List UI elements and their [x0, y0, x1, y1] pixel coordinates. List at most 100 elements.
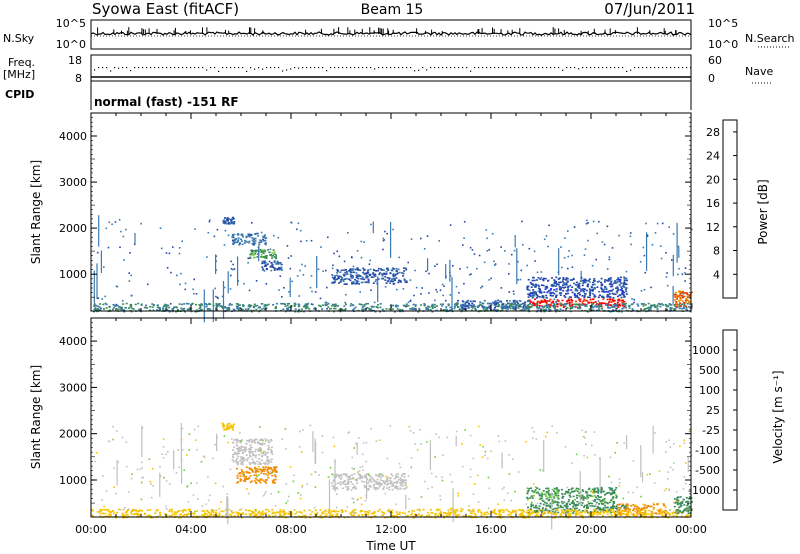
- power-cell: [271, 266, 274, 268]
- power-streak: [237, 256, 239, 286]
- velocity-cell: [141, 510, 144, 512]
- power-cell: [462, 244, 464, 246]
- velocity-cell: [245, 448, 248, 451]
- velocity-cell: [230, 510, 233, 512]
- power-cell: [474, 308, 477, 310]
- power-cell: [617, 289, 620, 291]
- velocity-cell: [591, 491, 594, 494]
- power-cell: [367, 279, 370, 282]
- power-cell: [227, 234, 230, 237]
- velocity-cell: [593, 431, 596, 433]
- power-cell: [493, 264, 496, 266]
- velocity-cell: [319, 509, 322, 511]
- power-cell: [567, 292, 569, 295]
- velocity-cell: [189, 508, 192, 511]
- power-cell: [365, 303, 367, 305]
- power-cell: [469, 246, 472, 249]
- velocity-cell: [682, 487, 685, 490]
- power-cell: [484, 307, 487, 309]
- y-tick-label: 2000: [59, 222, 87, 235]
- velocity-cell: [236, 463, 239, 466]
- power-cell: [306, 306, 309, 309]
- velocity-cell: [576, 513, 579, 515]
- power-cell: [400, 272, 403, 274]
- power-cell: [262, 236, 265, 238]
- power-cell: [515, 304, 518, 307]
- velocity-cell: [332, 479, 335, 481]
- power-cell: [674, 299, 677, 301]
- velocity-cell: [402, 473, 405, 475]
- velocity-cell: [602, 490, 605, 493]
- velocity-cell: [376, 482, 379, 485]
- power-cell: [224, 217, 226, 219]
- velocity-cell: [402, 487, 405, 490]
- velocity-cell: [565, 506, 568, 509]
- velocity-cell: [642, 503, 645, 506]
- power-cell: [131, 307, 134, 310]
- power-cell: [485, 229, 488, 231]
- velocity-cell: [234, 451, 236, 454]
- velocity-cell: [257, 448, 260, 451]
- velocity-cell: [325, 514, 328, 517]
- power-cell: [610, 280, 613, 283]
- velocity-cell: [400, 479, 402, 482]
- power-cell: [207, 308, 209, 311]
- power-cell: [517, 260, 519, 263]
- power-cell: [333, 252, 335, 255]
- power-cell: [686, 293, 689, 296]
- power-cell: [508, 302, 511, 305]
- power-cell: [350, 276, 352, 279]
- power-cell: [565, 277, 568, 279]
- power-cell: [513, 293, 515, 295]
- power-cell: [470, 309, 473, 312]
- power-cell: [388, 308, 391, 310]
- power-cell: [345, 271, 348, 273]
- velocity-cell: [350, 511, 353, 514]
- nave-dot: [422, 67, 424, 69]
- velocity-cell: [530, 512, 533, 515]
- power-cell: [605, 302, 607, 305]
- velocity-cell: [581, 511, 584, 514]
- velocity-cell: [591, 488, 594, 491]
- power-cell: [678, 303, 681, 306]
- power-cell: [608, 283, 611, 285]
- velocity-cell: [266, 455, 269, 458]
- velocity-cell: [248, 441, 251, 443]
- velocity-cell: [597, 492, 600, 494]
- velocity-cell: [686, 504, 689, 507]
- velocity-cell: [372, 478, 375, 481]
- power-cell: [591, 288, 594, 291]
- velocity-cell: [248, 513, 251, 515]
- velocity-cell: [591, 490, 593, 492]
- velocity-cell: [316, 511, 319, 514]
- power-cell: [545, 285, 548, 288]
- velocity-cell: [419, 515, 422, 517]
- velocity-cell: [446, 515, 449, 518]
- velocity-cell: [384, 482, 387, 484]
- power-cell: [149, 305, 152, 308]
- velocity-cell: [353, 486, 356, 488]
- power-cell: [543, 291, 546, 293]
- power-cell: [372, 276, 375, 278]
- power-cell: [297, 222, 300, 225]
- power-cell: [399, 271, 401, 274]
- velocity-cell: [581, 514, 584, 517]
- velocity-cell: [374, 486, 377, 489]
- freq-left-tick-bottom: 8: [75, 72, 82, 85]
- velocity-cell: [406, 514, 409, 517]
- power-cell: [286, 308, 289, 311]
- power-cell: [333, 281, 336, 283]
- velocity-cell: [383, 512, 386, 515]
- power-cell: [205, 305, 208, 308]
- power-cell: [583, 298, 586, 301]
- velocity-cell: [548, 498, 551, 501]
- velocity-cell: [235, 439, 238, 441]
- velocity-cell: [244, 477, 246, 480]
- velocity-cell: [394, 487, 397, 489]
- power-cell: [129, 252, 131, 254]
- power-cell: [535, 279, 538, 281]
- power-cell: [512, 300, 515, 302]
- power-cell: [578, 303, 581, 305]
- velocity-cell: [431, 512, 434, 514]
- velocity-cell: [675, 514, 678, 517]
